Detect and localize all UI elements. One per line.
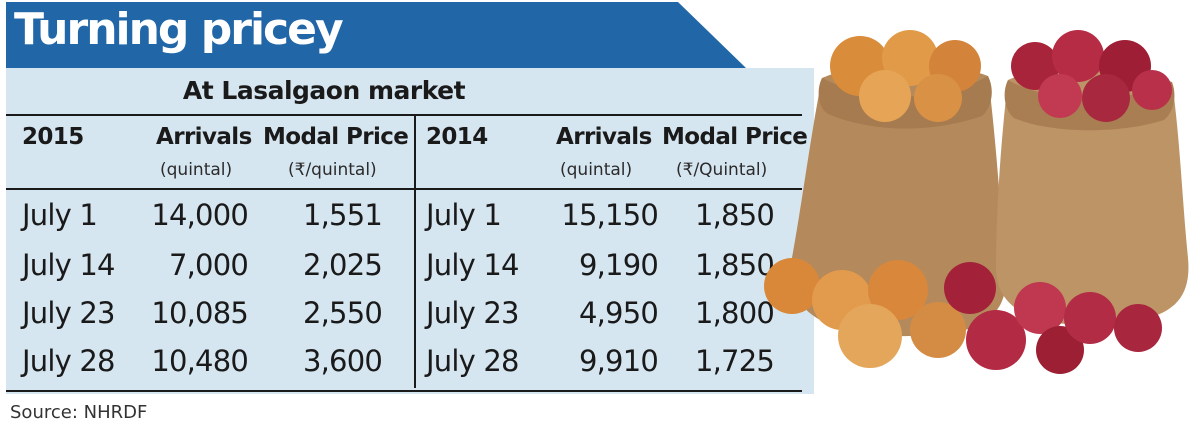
title-banner <box>6 2 746 68</box>
cell-date: July 28 <box>22 344 115 378</box>
cell-price: 1,551 <box>302 198 383 232</box>
cell-arrivals: 9,190 <box>578 248 659 282</box>
cell-date: July 23 <box>22 296 115 330</box>
header-bottom-rule <box>6 188 802 190</box>
cell-arrivals: 10,085 <box>151 296 248 330</box>
chart-subtitle: At Lasalgaon market <box>182 76 466 105</box>
cell-arrivals: 4,950 <box>578 296 659 330</box>
header-2015-price: Modal Price <box>263 124 409 150</box>
cell-date: July 14 <box>426 248 519 282</box>
header-2015-price-unit: (₹/quintal) <box>288 160 377 180</box>
cell-price: 2,550 <box>302 296 383 330</box>
header-2014-price-unit: (₹/Quintal) <box>676 160 768 180</box>
cell-price: 3,600 <box>302 344 383 378</box>
table-background <box>6 68 814 394</box>
cell-price: 1,725 <box>694 344 775 378</box>
header-2015-year: 2015 <box>22 124 84 150</box>
header-2015-arrivals-unit: (quintal) <box>160 160 233 180</box>
header-2014-year: 2014 <box>426 124 488 150</box>
cell-date: July 1 <box>426 198 502 232</box>
cell-date: July 28 <box>426 344 519 378</box>
header-2014-price: Modal Price <box>662 124 808 150</box>
cell-arrivals: 14,000 <box>151 198 248 232</box>
table-bottom-rule <box>6 390 802 392</box>
cell-price: 1,850 <box>694 248 775 282</box>
header-top-rule <box>6 114 802 116</box>
header-2015-arrivals: Arrivals <box>156 124 252 150</box>
cell-price: 1,850 <box>694 198 775 232</box>
header-2014-arrivals: Arrivals <box>556 124 652 150</box>
cell-arrivals: 7,000 <box>168 248 249 282</box>
cell-arrivals: 10,480 <box>151 344 248 378</box>
cell-date: July 23 <box>426 296 519 330</box>
cell-arrivals: 15,150 <box>561 198 658 232</box>
cell-price: 2,025 <box>302 248 383 282</box>
chart-title: Turning pricey <box>14 4 344 55</box>
cell-arrivals: 9,910 <box>578 344 659 378</box>
onion-sacks-image <box>764 30 1189 374</box>
cell-date: July 14 <box>22 248 115 282</box>
header-2014-arrivals-unit: (quintal) <box>560 160 633 180</box>
cell-price: 1,800 <box>694 296 775 330</box>
source-note: Source: NHRDF <box>10 402 148 423</box>
section-divider <box>414 116 416 388</box>
cell-date: July 1 <box>22 198 98 232</box>
